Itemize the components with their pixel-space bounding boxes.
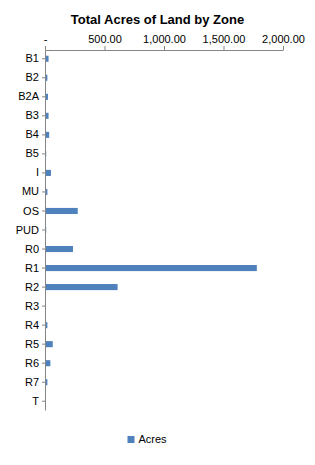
tick-label: R6 xyxy=(25,357,39,369)
tick-mark xyxy=(42,230,45,231)
tick-label: B1 xyxy=(26,52,39,64)
tick-label: - xyxy=(44,33,48,45)
tick-mark xyxy=(42,210,45,211)
tick-label: B5 xyxy=(26,147,39,159)
axis-line xyxy=(45,51,46,411)
tick: R2 xyxy=(25,281,45,293)
tick-label: B4 xyxy=(26,128,39,140)
tick: PUD xyxy=(16,224,45,236)
tick-label: 1,500.00 xyxy=(203,33,246,45)
tick-mark xyxy=(42,96,45,97)
title: Total Acres of Land by Zone xyxy=(71,12,244,27)
tick-label: B3 xyxy=(26,109,39,121)
tick-mark xyxy=(42,268,45,269)
tick-label: 1,000.00 xyxy=(143,33,186,45)
tick: B2 xyxy=(26,71,45,83)
tick-mark xyxy=(42,249,45,250)
tick-label: R5 xyxy=(25,338,39,350)
tick: OS xyxy=(23,204,45,216)
bar xyxy=(45,341,53,347)
legend: Acres xyxy=(128,433,168,445)
tick-mark xyxy=(164,46,165,50)
tick: 2,000.00 xyxy=(262,33,305,50)
tick: B4 xyxy=(26,128,45,140)
tick: R4 xyxy=(25,319,45,331)
tick: 1,000.00 xyxy=(143,33,186,50)
tick-mark xyxy=(283,46,284,50)
tick-label: 500.00 xyxy=(88,33,122,45)
tick-label: B2A xyxy=(18,90,39,102)
tick-mark xyxy=(42,287,45,288)
tick-label: R3 xyxy=(25,300,39,312)
y-axis: B1 B2 B2A B3 B4 B5 I MU OS PUD R0 R1 R2 R3 R4 R5 R6 R7 T xyxy=(16,51,46,411)
tick: R0 xyxy=(25,243,45,255)
tick: MU xyxy=(22,185,45,197)
tick-label: PUD xyxy=(16,224,39,236)
tick: 500.00 xyxy=(88,33,122,50)
tick-mark xyxy=(45,46,46,50)
tick-label: 2,000.00 xyxy=(262,33,305,45)
tick: B2A xyxy=(18,90,45,102)
legend-swatch xyxy=(128,436,135,443)
tick: I xyxy=(36,166,45,178)
tick: - xyxy=(44,33,48,50)
tick-mark xyxy=(42,344,45,345)
tick-label: MU xyxy=(22,185,39,197)
legend-label: Acres xyxy=(139,433,168,445)
tick-label: R0 xyxy=(25,243,39,255)
tick-label: B2 xyxy=(26,71,39,83)
tick: B1 xyxy=(26,52,45,64)
tick-label: I xyxy=(36,166,39,178)
tick-mark xyxy=(42,77,45,78)
tick-mark xyxy=(42,153,45,154)
tick: 1,500.00 xyxy=(203,33,246,50)
tick: T xyxy=(32,395,45,407)
bar xyxy=(45,208,78,214)
bars xyxy=(45,56,257,386)
tick: R5 xyxy=(25,338,45,350)
tick-mark xyxy=(105,46,106,50)
bar xyxy=(45,246,73,252)
tick: B3 xyxy=(26,109,45,121)
tick: B5 xyxy=(26,147,45,159)
tick-mark xyxy=(42,172,45,173)
tick-mark xyxy=(42,115,45,116)
tick-mark xyxy=(224,46,225,50)
tick-label: R2 xyxy=(25,281,39,293)
tick-mark xyxy=(42,325,45,326)
tick-label: T xyxy=(32,395,39,407)
tick: R6 xyxy=(25,357,45,369)
axis-line xyxy=(46,50,284,51)
plot: - 500.00 1,000.00 1,500.00 2,000.00 B1 B2 B2A B3… xyxy=(16,33,305,411)
bar xyxy=(45,265,257,271)
tick-mark xyxy=(42,306,45,307)
tick: R7 xyxy=(25,376,45,388)
tick-mark xyxy=(42,363,45,364)
tick: R3 xyxy=(25,300,45,312)
tick-mark xyxy=(42,191,45,192)
tick: R1 xyxy=(25,262,45,274)
x-axis: - 500.00 1,000.00 1,500.00 2,000.00 xyxy=(44,33,305,51)
bar xyxy=(45,284,118,290)
tick-label: R7 xyxy=(25,376,39,388)
chart: Total Acres of Land by Zone - 500.00 1,000.… xyxy=(0,0,315,465)
tick-mark xyxy=(42,134,45,135)
tick-label: OS xyxy=(23,204,39,216)
tick-label: R4 xyxy=(25,319,39,331)
tick-mark xyxy=(42,58,45,59)
tick-mark xyxy=(42,382,45,383)
tick-mark xyxy=(42,401,45,402)
tick-label: R1 xyxy=(25,262,39,274)
